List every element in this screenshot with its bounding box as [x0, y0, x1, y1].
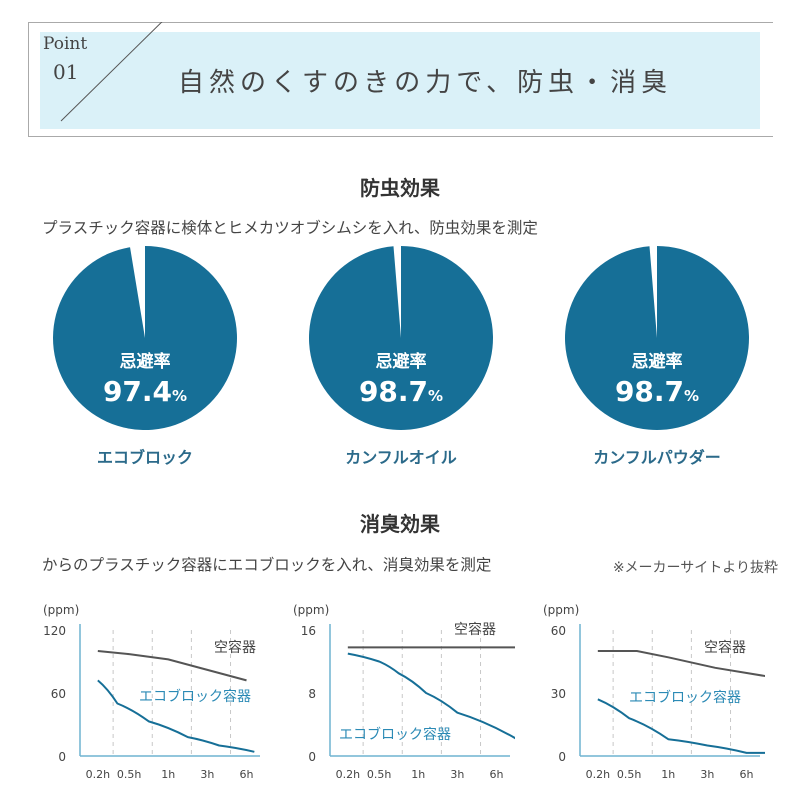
y-axis-unit: (ppm)	[543, 603, 579, 617]
x-tick-label: 0.2h	[336, 768, 360, 781]
y-axis-unit: (ppm)	[43, 603, 79, 617]
pie-value-label: 98.7%	[615, 375, 699, 408]
series-line-empty-container	[597, 650, 765, 678]
pie-unit: %	[684, 387, 699, 405]
series-label-ecoblock-container: エコブロック容器	[629, 689, 741, 706]
deodor-description: からのプラスチック容器にエコブロックを入れ、消臭効果を測定	[42, 556, 492, 574]
page-headline: 自然のくすのきの力で、防虫・消臭	[178, 68, 673, 98]
series-line-ecoblock-container	[97, 679, 255, 753]
pie-value-label: 98.7%	[359, 375, 443, 408]
pie-name-ecoblock: エコブロック	[96, 448, 193, 467]
series-line-empty-container	[97, 650, 247, 682]
y-tick-label: 0	[58, 750, 66, 764]
pie-metric-label: 忌避率	[376, 351, 427, 372]
x-tick-label: 6h	[740, 768, 754, 781]
x-tick-label: 0.2h	[586, 768, 610, 781]
point-header-background	[40, 32, 760, 129]
pie-chart-ecoblock: 忌避率 97.4%	[53, 246, 238, 430]
pie-name-camphor-powder: カンフルパウダー	[593, 448, 721, 467]
y-tick-label: 16	[301, 624, 316, 638]
pie-chart-camphor-powder: 忌避率 98.7%	[565, 246, 749, 430]
y-tick-label: 8	[308, 687, 316, 701]
point-label: Point	[43, 34, 88, 54]
insect-description: プラスチック容器に検体とヒメカツオブシムシを入れ、防虫効果を測定	[42, 219, 538, 237]
x-tick-label: 1h	[411, 768, 425, 781]
pie-chart-camphor-oil: 忌避率 98.7%	[309, 246, 493, 430]
pie-unit: %	[428, 387, 443, 405]
x-tick-label: 0.5h	[617, 768, 641, 781]
pie-value-label: 97.4%	[103, 375, 187, 408]
series-label-empty-container: 空容器	[214, 639, 256, 656]
pie-value: 98.7	[359, 375, 428, 408]
x-tick-label: 1h	[161, 768, 175, 781]
y-tick-label: 0	[558, 750, 566, 764]
x-tick-label: 1h	[661, 768, 675, 781]
point-number: 01	[53, 60, 79, 84]
pie-slice-main	[309, 246, 493, 430]
insect-section-title: 防虫効果	[360, 176, 440, 200]
pie-value: 98.7	[615, 375, 684, 408]
series-label-ecoblock-container: エコブロック容器	[139, 688, 251, 705]
pie-unit: %	[172, 387, 187, 405]
x-tick-label: 0.5h	[117, 768, 141, 781]
series-label-empty-container: 空容器	[454, 621, 496, 638]
y-tick-label: 0	[308, 750, 316, 764]
pie-slice-main	[565, 246, 749, 430]
x-tick-label: 0.2h	[86, 768, 110, 781]
pie-metric-label: 忌避率	[120, 351, 171, 372]
deodor-section-title: 消臭効果	[360, 512, 440, 536]
series-label-ecoblock-container: エコブロック容器	[339, 726, 451, 743]
series-line-ecoblock-container	[597, 698, 765, 754]
y-tick-label: 60	[551, 624, 566, 638]
x-tick-label: 3h	[450, 768, 464, 781]
y-tick-label: 60	[51, 687, 66, 701]
point-header: Point 01 自然のくすのきの力で、防虫・消臭	[28, 22, 773, 137]
series-label-empty-container: 空容器	[704, 639, 746, 656]
frame-top-line	[28, 22, 773, 23]
x-tick-label: 6h	[240, 768, 254, 781]
y-tick-label: 30	[551, 687, 566, 701]
series-line-ecoblock-container	[347, 652, 515, 740]
pie-metric-label: 忌避率	[632, 351, 683, 372]
x-tick-label: 3h	[700, 768, 714, 781]
y-axis-unit: (ppm)	[293, 603, 329, 617]
frame-bottom-line	[28, 136, 773, 137]
y-tick-label: 120	[43, 624, 66, 638]
pie-value: 97.4	[103, 375, 172, 408]
x-tick-label: 3h	[200, 768, 214, 781]
x-tick-label: 6h	[490, 768, 504, 781]
pie-name-camphor-oil: カンフルオイル	[345, 448, 457, 467]
diagonal-slash	[60, 22, 163, 122]
source-note: ※メーカーサイトより抜粋	[612, 560, 778, 576]
x-tick-label: 0.5h	[367, 768, 391, 781]
frame-left-line	[28, 22, 29, 137]
pie-slice-main	[53, 246, 238, 430]
